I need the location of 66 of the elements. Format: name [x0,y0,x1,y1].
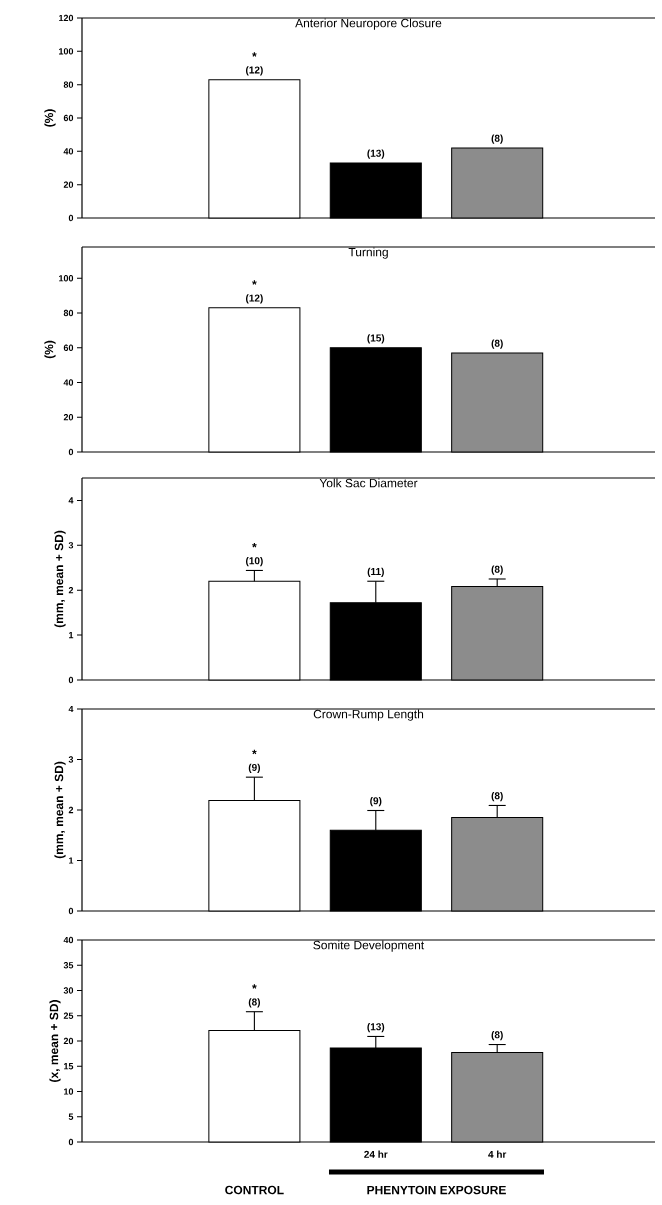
annotation: (9) [248,763,261,773]
y-tick-label: 25 [63,1012,74,1019]
chart-title: Yolk Sac Diameter [319,478,418,488]
y-tick-label: 4 [68,705,74,713]
y-tick-label: 30 [63,987,74,994]
annotation: (11) [367,567,384,578]
text: PHENYTOIN EXPOSURE [367,1185,506,1195]
y-tick-label: 35 [63,962,74,969]
y-tick-label: 20 [63,181,74,188]
y-tick-label: 10 [64,1088,74,1095]
annotation: (8) [491,791,503,802]
annotation: (8) [491,339,503,349]
y-tick-label: 1 [69,632,74,639]
y-tick-label: 5 [68,1113,74,1120]
y-tick-label: 0 [68,1138,74,1146]
annotation: (8) [248,998,261,1008]
annotation: * [252,280,257,285]
annotation: (15) [367,334,385,344]
y-tick-label: 120 [59,14,74,22]
y-tick-label: 40 [63,936,74,944]
y-tick-label: 40 [63,379,74,386]
annotation: (10) [246,556,263,567]
annotation: (8) [491,1031,503,1041]
y-tick-label: 2 [68,587,74,594]
y-tick-label: 100 [59,275,74,282]
annotation: * [252,543,257,548]
annotation: (8) [491,134,503,144]
annotation: (8) [491,565,503,575]
y-axis-title: (mm, mean + SD) [54,530,66,628]
annotation: (13) [367,149,385,159]
x-tick-label: 4 hr [488,1150,507,1158]
y-tick-label: 0 [68,676,74,684]
y-axis-title: (%) [44,109,56,127]
y-axis-title: (mm, mean + SD) [54,761,66,859]
y-tick-label: 0 [68,907,74,915]
y-tick-label: 3 [68,756,74,763]
annotation: (9) [370,796,382,807]
y-tick-label: 0 [68,448,74,456]
y-tick-label: 20 [63,1037,74,1045]
chart-title: Turning [348,247,388,259]
y-axis-title: (x, mean + SD) [49,1000,61,1082]
y-tick-label: 1 [69,857,74,864]
y-tick-label: 4 [68,497,74,504]
x-tick-label: 24 hr [364,1150,388,1158]
annotation: * [252,984,257,989]
annotation: * [252,52,257,57]
annotation: (12) [246,66,263,76]
y-tick-label: 60 [63,114,74,122]
y-tick-label: 80 [63,81,74,88]
y-tick-label: 15 [64,1063,74,1070]
y-tick-label: 60 [63,344,74,351]
y-tick-label: 2 [68,806,74,814]
y-tick-label: 0 [68,214,74,222]
chart-title: Crown-Rump Length [313,709,424,721]
y-tick-label: 20 [63,414,74,421]
y-tick-label: 3 [68,542,74,549]
y-tick-label: 100 [59,48,74,55]
annotation: * [252,749,257,755]
annotation: (12) [246,294,263,304]
y-axis-title: (%) [44,340,56,359]
chart-title: Anterior Neuropore Closure [295,18,442,30]
y-tick-label: 40 [63,148,74,155]
y-tick-label: 80 [63,309,74,317]
annotation: (13) [367,1022,385,1033]
chart-title: Somite Development [313,940,425,952]
text: CONTROL [225,1185,284,1195]
